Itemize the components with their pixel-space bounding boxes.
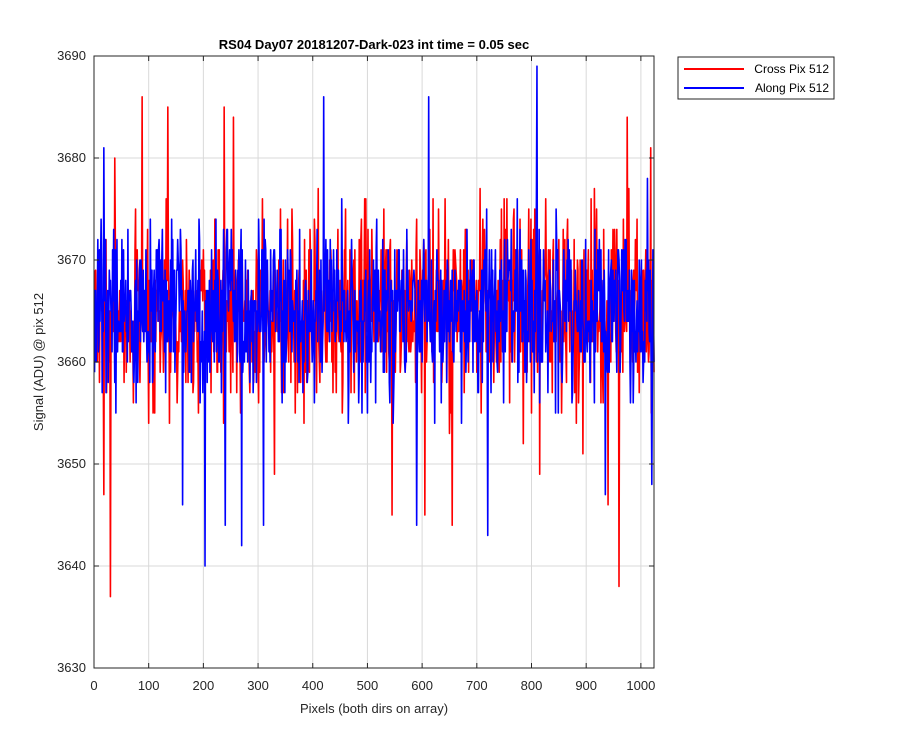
legend-label-along: Along Pix 512	[755, 81, 829, 95]
x-tick-label: 0	[90, 678, 97, 693]
x-tick-label: 200	[193, 678, 215, 693]
x-tick-label: 800	[521, 678, 543, 693]
legend-box	[677, 56, 835, 100]
x-tick-label: 1000	[626, 678, 655, 693]
y-tick-label: 3660	[57, 354, 86, 369]
x-tick-label: 500	[357, 678, 379, 693]
x-tick-label: 600	[411, 678, 433, 693]
x-axis-label: Pixels (both dirs on array)	[300, 701, 448, 716]
legend: Cross Pix 512 Along Pix 512	[677, 56, 835, 100]
axis-ticks: 0 100 200 300 400 500 600 700 800 900 1000 3630 3640…	[57, 48, 655, 693]
y-tick-label: 3690	[57, 48, 86, 63]
y-tick-label: 3650	[57, 456, 86, 471]
legend-label-cross: Cross Pix 512	[754, 62, 829, 76]
x-tick-label: 300	[247, 678, 269, 693]
x-tick-label: 900	[575, 678, 597, 693]
y-tick-label: 3640	[57, 558, 86, 573]
y-tick-label: 3680	[57, 150, 86, 165]
y-axis-label: Signal (ADU) @ pix 512	[31, 293, 46, 431]
series-layer	[93, 65, 655, 598]
x-tick-label: 400	[302, 678, 324, 693]
x-tick-label: 100	[138, 678, 160, 693]
series-line-along-pix-512	[93, 65, 655, 567]
y-tick-label: 3630	[57, 660, 86, 675]
x-tick-label: 700	[466, 678, 488, 693]
chart-title: RS04 Day07 20181207-Dark-023 int time = …	[219, 37, 529, 52]
y-tick-label: 3670	[57, 252, 86, 267]
